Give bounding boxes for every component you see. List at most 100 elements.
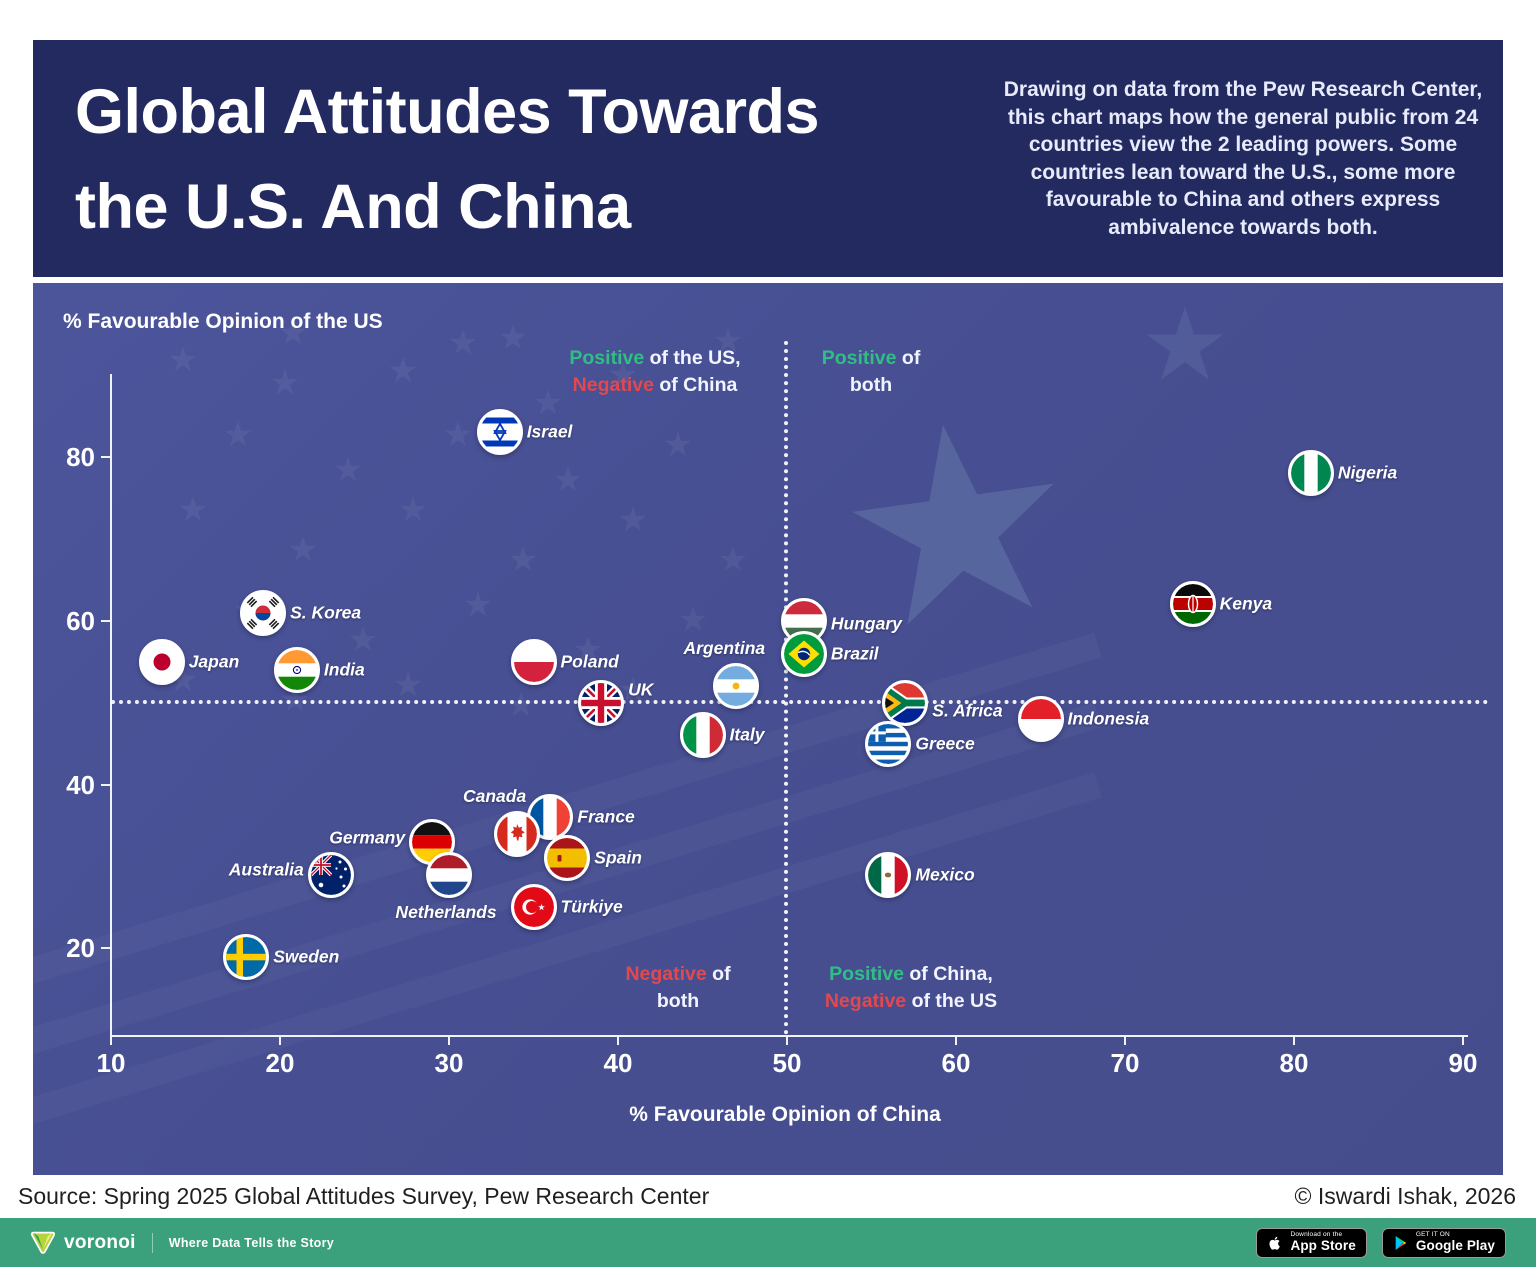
- app-store-badge-smalltext: Download on the: [1290, 1231, 1343, 1238]
- country-label-mexico: Mexico: [915, 864, 975, 885]
- country-marker-india: [273, 646, 320, 693]
- quadrant-label-segment: of the US,: [644, 347, 741, 369]
- y-tick-label: 40: [66, 769, 95, 800]
- uk-flag-icon: [581, 682, 622, 723]
- sweden-flag-icon: [226, 936, 267, 977]
- quadrant-label-top_right: Positive of both: [822, 345, 921, 399]
- s-africa-flag-icon: [885, 682, 926, 723]
- country-label-germany: Germany: [329, 827, 406, 848]
- x-tick-mark: [1293, 1037, 1295, 1045]
- country-label-canada: Canada: [462, 785, 527, 806]
- header-divider: [33, 277, 1503, 283]
- country-marker-netherlands: [426, 851, 472, 898]
- google-play-badge-bigtext: Google Play: [1415, 1237, 1495, 1253]
- t-rkiye-flag-icon: [513, 887, 554, 928]
- us-flag-star-decor: ★: [222, 416, 254, 454]
- y-tick-mark: [101, 783, 110, 786]
- country-marker-uk: [578, 679, 625, 726]
- quadrant-label-segment: both: [849, 374, 893, 396]
- country-label-brazil: Brazil: [830, 643, 879, 664]
- google-play-badge-smalltext: GET IT ON: [1415, 1231, 1450, 1238]
- brand-bar: voronoi Where Data Tells the Story Downl…: [0, 1218, 1536, 1267]
- india-flag-icon: [276, 649, 317, 690]
- y-tick-label: 80: [66, 442, 95, 472]
- quadrant-label-line: both: [822, 372, 921, 399]
- quadrant-label-segment: both: [656, 990, 700, 1012]
- us-flag-star-decor: ★: [287, 531, 319, 569]
- us-flag-star-decor: ★: [617, 501, 649, 539]
- x-tick-mark: [279, 1037, 281, 1045]
- chart-area-background: [33, 283, 1503, 1175]
- us-flag-star-decor: ★: [177, 491, 209, 529]
- country-marker-s-africa: [882, 679, 929, 726]
- country-marker-t-rkiye: [510, 884, 557, 931]
- apple-icon: [1267, 1235, 1283, 1251]
- country-label-indonesia: Indonesia: [1067, 708, 1150, 729]
- quadrant-label-segment: Positive: [821, 347, 897, 369]
- y-tick-mark: [101, 456, 110, 458]
- app-store-badge-bigtext: App Store: [1290, 1237, 1356, 1253]
- us-flag-star-decor: ★: [532, 384, 564, 422]
- country-marker-canada: [493, 810, 540, 857]
- x-tick-label: 50: [772, 1048, 802, 1078]
- us-flag-star-decor: ★: [442, 416, 474, 454]
- country-marker-japan: [138, 638, 185, 685]
- quadrant-label-bottom_left: Negative of both: [625, 961, 730, 1015]
- country-label-greece: Greece: [915, 733, 975, 754]
- y-tick-mark: [101, 947, 110, 950]
- canada-flag-icon: [496, 813, 537, 854]
- x-tick-label: 10: [96, 1048, 126, 1078]
- page-title-line-1: Global Attitudes Towards: [75, 77, 820, 147]
- x-tick-label: 80: [1279, 1048, 1309, 1078]
- country-label-israel: Israel: [526, 421, 573, 442]
- indonesia-flag-icon: [1020, 699, 1061, 740]
- us-flag-star-decor: ★: [332, 451, 364, 489]
- y-tick-label: 20: [66, 933, 95, 964]
- quadrant-label-segment: of: [896, 347, 921, 369]
- australia-flag-icon: [310, 854, 351, 895]
- us-flag-star-decor: ★: [447, 324, 479, 362]
- us-flag-star-decor: ★: [497, 319, 529, 357]
- y-axis-title: % Favourable Opinion of the US: [63, 310, 383, 333]
- poland-flag-icon: [513, 641, 554, 682]
- quadrant-label-segment: Negative: [625, 963, 707, 985]
- x-axis-title: % Favourable Opinion of China: [629, 1103, 941, 1126]
- country-label-australia: Australia: [228, 859, 304, 880]
- country-marker-italy: [679, 712, 726, 759]
- country-label-france: France: [577, 806, 635, 827]
- country-marker-sweden: [223, 933, 270, 980]
- quadrant-label-line: Positive of: [822, 345, 921, 372]
- brand-name: voronoi: [64, 1231, 136, 1253]
- google-play-icon: [1393, 1235, 1409, 1251]
- header-description: Drawing on data from the Pew Research Ce…: [1003, 78, 1483, 239]
- country-label-argentina: Argentina: [683, 638, 766, 659]
- us-flag-star-decor: ★: [392, 666, 424, 704]
- kenya-flag-icon: [1172, 584, 1213, 625]
- s-korea-flag-icon: [243, 592, 284, 633]
- country-label-poland: Poland: [560, 651, 619, 672]
- country-label-italy: Italy: [729, 724, 765, 745]
- country-marker-israel: [476, 409, 523, 456]
- us-flag-star-decor: ★: [662, 426, 694, 464]
- country-label-kenya: Kenya: [1219, 593, 1273, 614]
- quadrant-label-line: Negative of the US: [825, 988, 997, 1015]
- country-marker-poland: [510, 638, 557, 685]
- country-label-japan: Japan: [188, 651, 240, 672]
- app-store-badge[interactable]: Download on the App Store: [1256, 1227, 1367, 1258]
- x-tick-label: 40: [603, 1048, 633, 1078]
- country-marker-brazil: [780, 630, 827, 677]
- country-label-netherlands: Netherlands: [395, 901, 497, 922]
- greece-flag-icon: [868, 723, 909, 764]
- infographic-card: Global Attitudes Towards the U.S. And Ch…: [33, 40, 1503, 1175]
- x-tick-label: 90: [1448, 1048, 1478, 1078]
- us-flag-star-decor: ★: [552, 461, 584, 499]
- quadrant-label-segment: Positive: [569, 347, 645, 369]
- quadrant-label-segment: of China,: [903, 963, 993, 985]
- brand-tagline: Where Data Tells the Story: [168, 1235, 335, 1250]
- google-play-badge[interactable]: GET IT ON Google Play: [1381, 1227, 1506, 1258]
- quadrant-label-segment: Negative: [572, 374, 654, 396]
- us-flag-star-decor: ★: [712, 322, 744, 360]
- quadrant-label-line: Negative of China: [569, 372, 740, 399]
- us-flag-star-decor: ★: [607, 356, 639, 394]
